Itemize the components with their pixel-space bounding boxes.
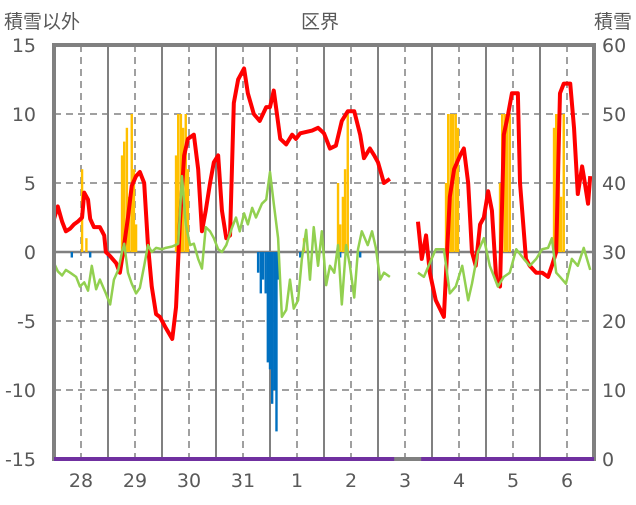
x-tick-label: 5 [507, 470, 519, 492]
orange-bar [456, 127, 460, 252]
orange-bar [134, 224, 138, 252]
orange-bar [184, 114, 187, 252]
axes [52, 43, 596, 461]
blue-bar [261, 252, 265, 280]
orange-bar [120, 155, 124, 252]
x-tick-label: 28 [69, 470, 93, 492]
orange-bar [336, 183, 340, 252]
x-tick-label: 31 [231, 470, 255, 492]
orange-bar [85, 238, 88, 252]
left-tick-label: 10 [12, 104, 36, 126]
orange-bar [341, 196, 345, 252]
blue-bar [266, 252, 270, 363]
green-series [417, 236, 592, 302]
chart-title: 区界 [301, 11, 339, 33]
orange-bar [559, 196, 563, 252]
right-tick-label: 60 [602, 35, 626, 57]
blue-bar [264, 252, 267, 294]
x-tick-label: 30 [177, 470, 201, 492]
left-tick-label: -5 [17, 311, 36, 333]
blue-bar [339, 252, 342, 258]
orange-bar [444, 183, 448, 252]
orange-bar [552, 127, 556, 252]
blue-bar [358, 252, 362, 258]
x-tick-label: 1 [291, 470, 303, 492]
x-tick-label: 2 [345, 470, 357, 492]
right-axis-title: 積雪 [594, 11, 632, 33]
orange-bar [125, 127, 129, 252]
blue-bar [259, 252, 263, 294]
x-tick-label: 4 [453, 470, 465, 492]
orange-bar [447, 114, 450, 252]
orange-bar [343, 169, 347, 252]
green-series [52, 170, 391, 319]
right-tick-label: 20 [602, 311, 626, 333]
left-tick-label: 0 [24, 242, 36, 264]
bars [70, 114, 565, 432]
right-tick-label: 10 [602, 380, 626, 402]
orange-bar [346, 114, 349, 252]
orange-bar [339, 224, 342, 252]
left-axis-title: 積雪以外 [4, 11, 80, 33]
left-tick-label: 15 [12, 35, 36, 57]
blue-bar [275, 252, 278, 432]
blue-bar [268, 252, 272, 370]
orange-bar [508, 114, 511, 252]
orange-bar [505, 114, 509, 252]
left-tick-label: -15 [5, 449, 36, 471]
blue-bar [70, 252, 74, 258]
blue-bar [256, 252, 260, 273]
orange-bar [127, 196, 131, 252]
orange-bar [177, 114, 180, 252]
left-tick-label: -10 [5, 380, 36, 402]
right-tick-label: 0 [602, 449, 614, 471]
blue-bar [299, 252, 302, 258]
x-tick-label: 3 [399, 470, 411, 492]
blue-bar [88, 252, 92, 258]
right-tick-label: 50 [602, 104, 626, 126]
orange-bar [132, 169, 136, 252]
blue-bar [273, 252, 276, 390]
x-tick-label: 29 [123, 470, 147, 492]
orange-bar [186, 169, 190, 252]
orange-bar [503, 114, 507, 252]
orange-bar [174, 155, 178, 252]
orange-bar [562, 114, 565, 252]
red-series [415, 81, 593, 319]
right-tick-label: 40 [602, 173, 626, 195]
x-tick-label: 6 [561, 470, 573, 492]
orange-bar [454, 114, 457, 252]
red-series [52, 66, 392, 341]
left-tick-label: 5 [24, 173, 36, 195]
orange-bar [123, 141, 126, 252]
right-tick-label: 30 [602, 242, 626, 264]
blue-bar [270, 252, 274, 404]
